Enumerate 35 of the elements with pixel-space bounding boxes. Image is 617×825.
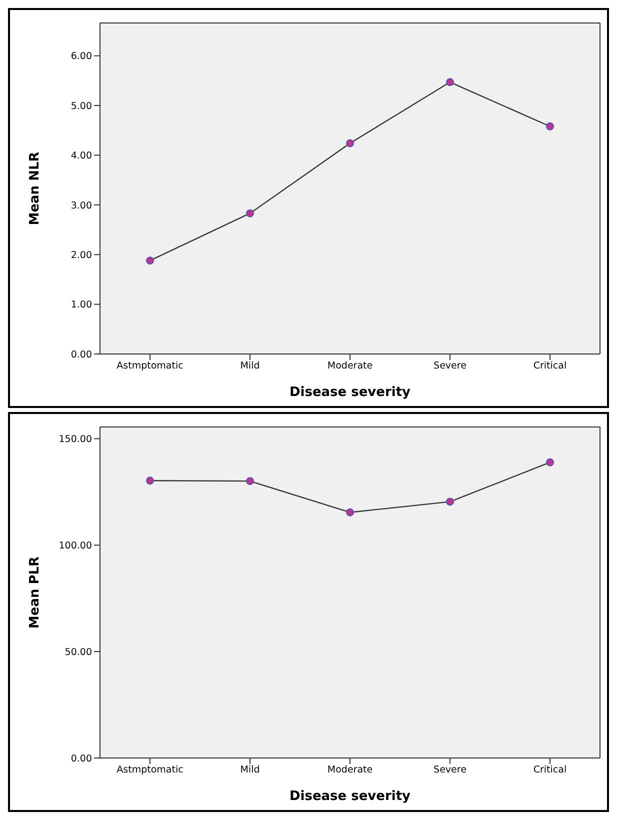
y-tick-label: 1.00 bbox=[70, 300, 92, 311]
x-tick-label: Critical bbox=[533, 360, 567, 372]
y-axis-title: Mean PLR bbox=[28, 556, 43, 629]
point bbox=[246, 209, 254, 218]
y-tick-label: 2.00 bbox=[70, 250, 92, 261]
y-tick-label: 50.00 bbox=[64, 646, 92, 658]
point bbox=[346, 508, 354, 516]
point bbox=[446, 498, 454, 506]
x-tick-label: Moderate bbox=[327, 764, 373, 776]
y-tick-label: 150.00 bbox=[58, 434, 92, 446]
y-tick-label: 5.00 bbox=[70, 100, 92, 112]
y-tick-label: 3.00 bbox=[70, 200, 92, 212]
x-axis-title: Disease severity bbox=[289, 789, 412, 804]
point bbox=[546, 122, 554, 130]
x-tick-label: Mild bbox=[240, 360, 260, 372]
x-axis-title: Disease severity bbox=[289, 385, 412, 400]
y-tick-label: 0.00 bbox=[70, 753, 92, 764]
x-tick-label: Moderate bbox=[327, 360, 373, 372]
point bbox=[346, 139, 354, 148]
y-axis-title: Mean NLR bbox=[28, 152, 43, 226]
y-tick-label: 6.00 bbox=[70, 51, 92, 62]
point bbox=[146, 256, 154, 265]
y-tick-label: 4.00 bbox=[70, 150, 92, 162]
x-tick-label: Mild bbox=[240, 764, 260, 776]
point bbox=[246, 477, 254, 486]
x-tick-label: Astmptomatic bbox=[116, 764, 184, 776]
x-tick-label: Astmptomatic bbox=[116, 360, 184, 372]
x-tick-label: Severe bbox=[434, 764, 467, 776]
point bbox=[146, 476, 154, 485]
y-tick-label: 100.00 bbox=[58, 540, 92, 552]
x-tick-label: Severe bbox=[434, 360, 467, 372]
y-tick-label: 0.00 bbox=[70, 349, 92, 360]
x-tick-label: Critical bbox=[533, 764, 567, 776]
point bbox=[546, 458, 554, 466]
point bbox=[446, 78, 454, 86]
